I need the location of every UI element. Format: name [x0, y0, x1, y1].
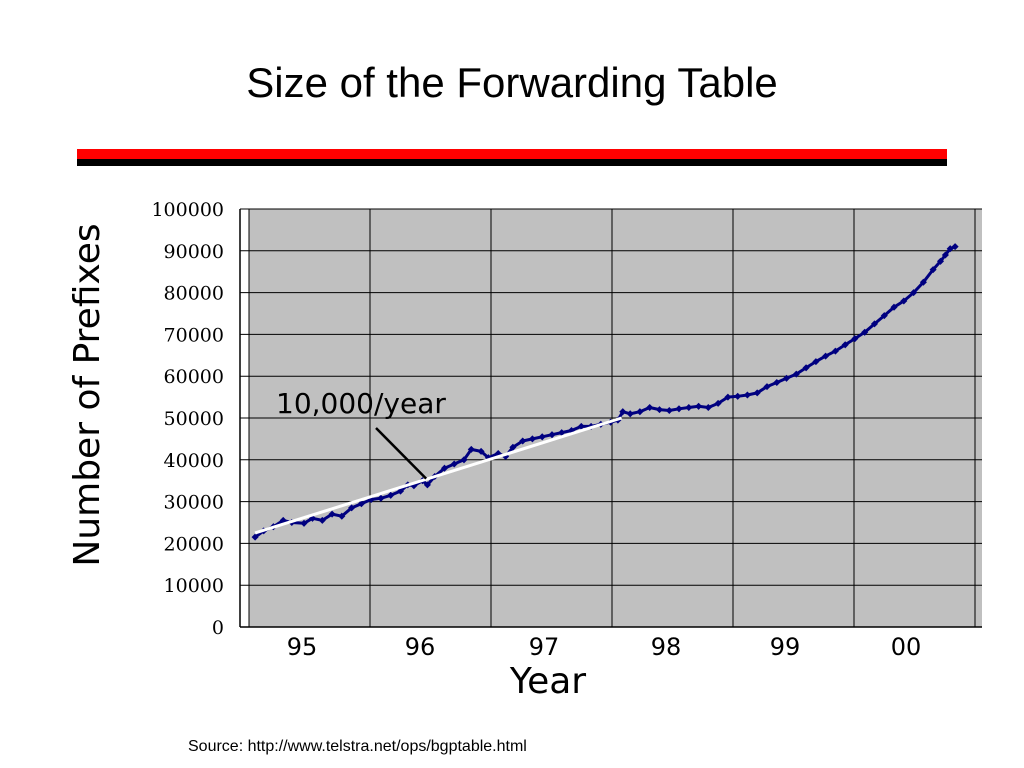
- data-point: [951, 243, 959, 251]
- data-point: [929, 266, 937, 274]
- data-point: [338, 512, 346, 520]
- y-tick-labels: 0 10000 20000 30000 40000 50000 60000 70000 8000…: [151, 199, 224, 639]
- data-point: [890, 303, 898, 311]
- data-point: [548, 431, 556, 439]
- y-tick-label: 0: [212, 617, 224, 639]
- data-point: [528, 435, 536, 443]
- data-point: [509, 443, 517, 451]
- data-point: [300, 519, 308, 527]
- y-tick-label: 50000: [164, 408, 224, 430]
- data-point: [831, 347, 839, 355]
- data-point: [675, 405, 683, 413]
- x-tick-label: 97: [529, 633, 560, 661]
- data-point: [387, 491, 395, 499]
- data-point: [685, 403, 693, 412]
- trendline: [254, 416, 623, 535]
- data-point: [704, 403, 712, 412]
- data-point: [714, 399, 722, 407]
- data-point: [910, 289, 918, 297]
- data-point: [841, 341, 849, 349]
- data-point: [467, 445, 475, 453]
- data-point: [538, 433, 546, 441]
- data-point: [782, 374, 791, 382]
- data-point: [577, 422, 585, 430]
- data-point: [941, 251, 949, 259]
- title-rule-black: [77, 159, 947, 166]
- data-point: [792, 370, 800, 378]
- x-tick-label: 99: [770, 633, 801, 661]
- data-point: [626, 410, 634, 418]
- data-point: [558, 429, 566, 437]
- x-tick-label: 95: [287, 633, 318, 661]
- data-point: [460, 456, 468, 464]
- x-tick-label: 96: [405, 633, 436, 661]
- x-axis-label: Year: [509, 661, 586, 702]
- data-point: [900, 297, 908, 305]
- data-point: [423, 481, 431, 489]
- data-point: [519, 437, 527, 445]
- data-point: [861, 328, 869, 336]
- data-point: [851, 335, 859, 343]
- data-point: [328, 510, 336, 518]
- y-tick-label: 100000: [151, 199, 224, 221]
- y-tick-label: 60000: [164, 366, 224, 388]
- y-tick-label: 30000: [164, 492, 224, 514]
- title-rule-red: [77, 149, 947, 159]
- data-point: [655, 406, 664, 414]
- data-point: [822, 352, 830, 360]
- data-point: [440, 464, 449, 472]
- annotation-label: 10,000/year: [276, 387, 446, 420]
- data-point: [734, 392, 742, 400]
- series-points: [251, 243, 959, 541]
- annotation-arrow: [375, 427, 428, 480]
- data-point: [753, 389, 761, 397]
- data-point: [870, 320, 879, 328]
- data-point: [743, 391, 751, 399]
- data-point: [919, 278, 927, 286]
- x-tick-labels: 95 96 97 98 99 00: [287, 633, 922, 661]
- data-point: [318, 516, 326, 524]
- data-point: [880, 312, 888, 320]
- y-tick-label: 90000: [164, 241, 224, 263]
- y-tick-label: 80000: [164, 283, 224, 305]
- source-citation: Source: http://www.telstra.net/ops/bgpta…: [188, 738, 527, 755]
- data-point: [377, 494, 385, 502]
- data-point: [763, 383, 771, 391]
- data-point: [348, 504, 356, 512]
- data-point: [936, 257, 945, 265]
- y-axis-label: Number of Prefixes: [67, 223, 108, 566]
- slide-title: Size of the Forwarding Table: [246, 59, 778, 106]
- data-point: [665, 406, 673, 415]
- data-point: [251, 533, 259, 541]
- data-point: [619, 408, 627, 416]
- data-point: [477, 447, 485, 455]
- data-point: [450, 460, 458, 468]
- data-point: [357, 500, 365, 508]
- y-tick-label: 40000: [164, 450, 224, 472]
- data-point: [636, 408, 644, 416]
- data-point: [773, 378, 781, 387]
- data-point: [812, 358, 820, 366]
- y-tick-label: 20000: [164, 533, 224, 555]
- data-point: [802, 364, 810, 372]
- data-point: [646, 403, 654, 412]
- data-point: [695, 402, 703, 410]
- y-tick-label: 70000: [164, 324, 224, 346]
- y-tick-label: 10000: [164, 575, 224, 597]
- x-tick-label: 98: [651, 633, 682, 661]
- x-tick-label: 00: [891, 633, 922, 661]
- data-point: [724, 393, 732, 401]
